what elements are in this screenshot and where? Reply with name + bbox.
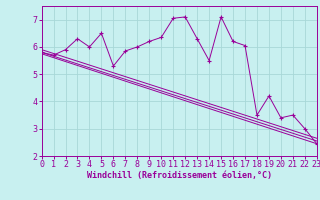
X-axis label: Windchill (Refroidissement éolien,°C): Windchill (Refroidissement éolien,°C) [87,171,272,180]
